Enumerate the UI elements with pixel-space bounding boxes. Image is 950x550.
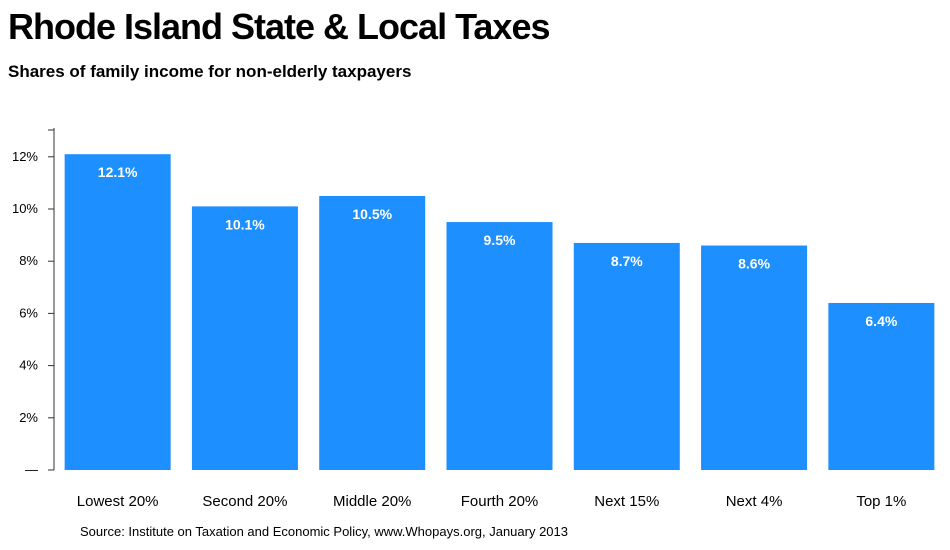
data-label: 12.1% xyxy=(98,164,138,180)
category-label: Top 1% xyxy=(856,493,906,510)
y-tick-label: — xyxy=(25,462,38,477)
data-label: 8.7% xyxy=(611,253,643,269)
category-label: Second 20% xyxy=(202,493,287,510)
source-note: Source: Institute on Taxation and Econom… xyxy=(80,524,569,539)
category-label: Lowest 20% xyxy=(77,493,159,510)
data-label: 10.5% xyxy=(352,206,392,222)
category-label: Next 15% xyxy=(594,493,659,510)
bar xyxy=(828,302,935,470)
y-tick-label: 6% xyxy=(19,305,38,320)
bar xyxy=(319,195,426,470)
y-tick-label: 4% xyxy=(19,358,38,373)
y-tick-label: 2% xyxy=(19,410,38,425)
data-label: 9.5% xyxy=(484,232,516,248)
bar xyxy=(64,154,171,470)
y-tick-label: 12% xyxy=(12,149,38,164)
category-label: Next 4% xyxy=(726,493,783,510)
data-label: 8.6% xyxy=(738,256,770,272)
bar xyxy=(573,242,680,470)
data-label: 6.4% xyxy=(865,313,897,329)
bar xyxy=(446,222,553,470)
chart-title: Rhode Island State & Local Taxes xyxy=(8,6,550,47)
y-tick-label: 10% xyxy=(12,201,38,216)
bar xyxy=(701,245,808,470)
category-label: Middle 20% xyxy=(333,493,411,510)
category-label: Fourth 20% xyxy=(461,493,539,510)
data-label: 10.1% xyxy=(225,216,265,232)
y-tick-label: 8% xyxy=(19,253,38,268)
chart-subtitle: Shares of family income for non-elderly … xyxy=(8,62,412,81)
bar xyxy=(191,206,298,470)
